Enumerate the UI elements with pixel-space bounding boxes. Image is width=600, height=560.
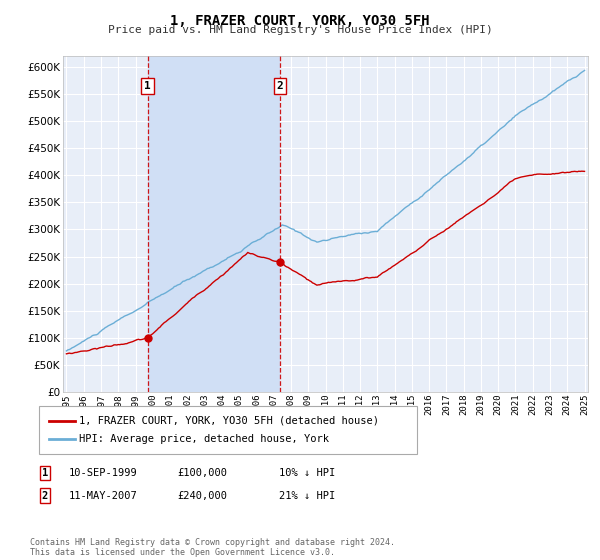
Text: 2: 2 (42, 491, 48, 501)
Text: 2: 2 (277, 81, 283, 91)
Bar (148, 56, 280, 392)
Text: 1, FRAZER COURT, YORK, YO30 5FH (detached house): 1, FRAZER COURT, YORK, YO30 5FH (detache… (79, 416, 379, 426)
Text: 11-MAY-2007: 11-MAY-2007 (69, 491, 138, 501)
Text: 10-SEP-1999: 10-SEP-1999 (69, 468, 138, 478)
Text: 1: 1 (42, 468, 48, 478)
Text: 1: 1 (144, 81, 151, 91)
Text: Contains HM Land Registry data © Crown copyright and database right 2024.
This d: Contains HM Land Registry data © Crown c… (30, 538, 395, 557)
Text: 1, FRAZER COURT, YORK, YO30 5FH: 1, FRAZER COURT, YORK, YO30 5FH (170, 14, 430, 28)
Text: Price paid vs. HM Land Registry's House Price Index (HPI): Price paid vs. HM Land Registry's House … (107, 25, 493, 35)
Text: 21% ↓ HPI: 21% ↓ HPI (279, 491, 335, 501)
Text: £240,000: £240,000 (177, 491, 227, 501)
Text: 10% ↓ HPI: 10% ↓ HPI (279, 468, 335, 478)
Text: HPI: Average price, detached house, York: HPI: Average price, detached house, York (79, 434, 329, 444)
Text: £100,000: £100,000 (177, 468, 227, 478)
